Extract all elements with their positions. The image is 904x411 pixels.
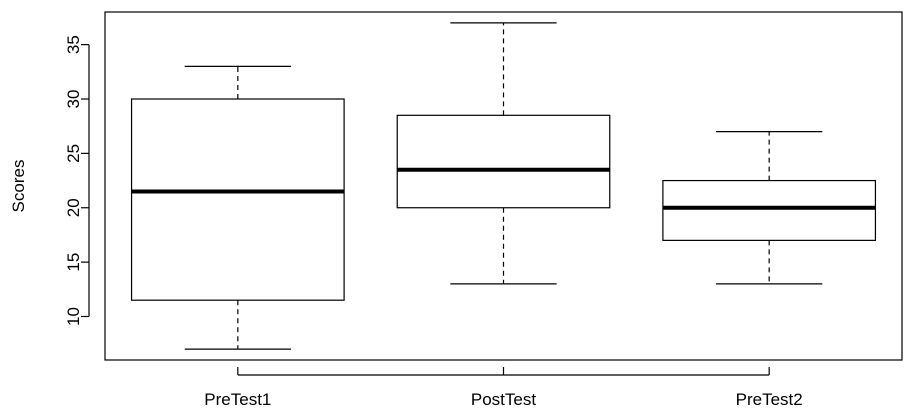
y-tick-label: 25 (64, 144, 83, 163)
iqr-box (662, 179, 877, 241)
x-tick-label: PreTest2 (736, 390, 803, 409)
iqr-box (130, 98, 345, 301)
x-tick-label: PreTest1 (204, 390, 271, 409)
y-tick-label: 35 (64, 35, 83, 54)
y-tick-label: 30 (64, 90, 83, 109)
y-axis-label: Scores (9, 160, 28, 213)
plot-frame (104, 11, 903, 361)
x-tick-label: PostTest (471, 390, 536, 409)
y-tick-label: 10 (64, 307, 83, 326)
y-tick-label: 20 (64, 198, 83, 217)
y-tick-label: 15 (64, 253, 83, 272)
iqr-box (396, 114, 611, 209)
